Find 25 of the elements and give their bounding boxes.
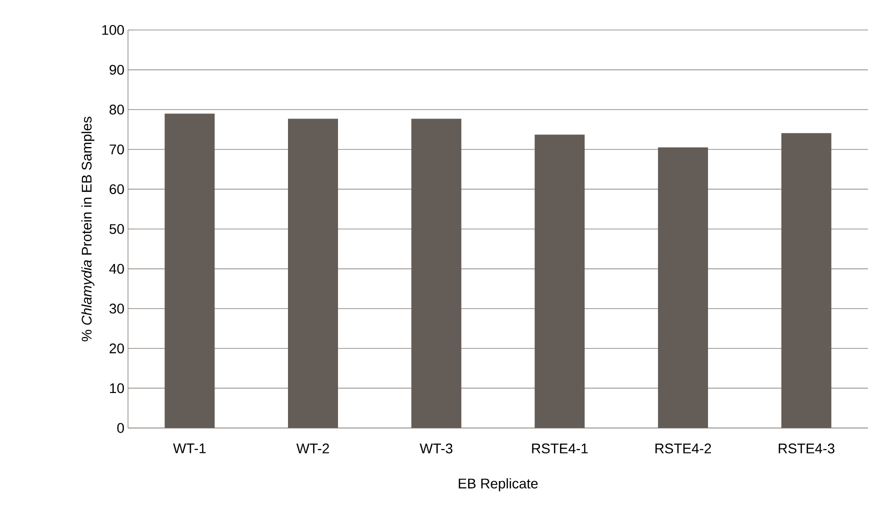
bar (164, 114, 215, 428)
y-tick-label: 30 (110, 304, 124, 314)
x-tick-label: WT-1 (173, 444, 206, 454)
y-axis-title: % Chlamydia Protein in EB Samples (81, 116, 94, 342)
x-tick-label: WT-3 (420, 444, 452, 454)
bar (658, 147, 708, 428)
y-tick-label: 50 (110, 224, 124, 234)
y-tick-label: 0 (117, 423, 124, 433)
bar (288, 118, 338, 428)
y-tick-label: 80 (110, 104, 124, 115)
y-tick-label: 70 (110, 144, 124, 154)
bar (411, 118, 462, 428)
x-tick-label: RSTE4-2 (655, 444, 711, 454)
y-tick-label: 40 (109, 264, 124, 274)
x-axis-title: EB Replicate (458, 478, 538, 492)
bar (781, 133, 832, 428)
y-tick-label: 90 (110, 64, 124, 75)
y-tick-label: 20 (110, 343, 124, 354)
y-tick-label: 10 (110, 383, 124, 394)
bar (534, 134, 585, 428)
x-tick-label: RSTE4-1 (532, 444, 588, 454)
y-tick-label: 60 (110, 184, 124, 194)
y-tick-label: 100 (102, 25, 124, 35)
x-tick-label: WT-2 (296, 444, 329, 454)
x-tick-label: RSTE4-3 (778, 444, 834, 454)
